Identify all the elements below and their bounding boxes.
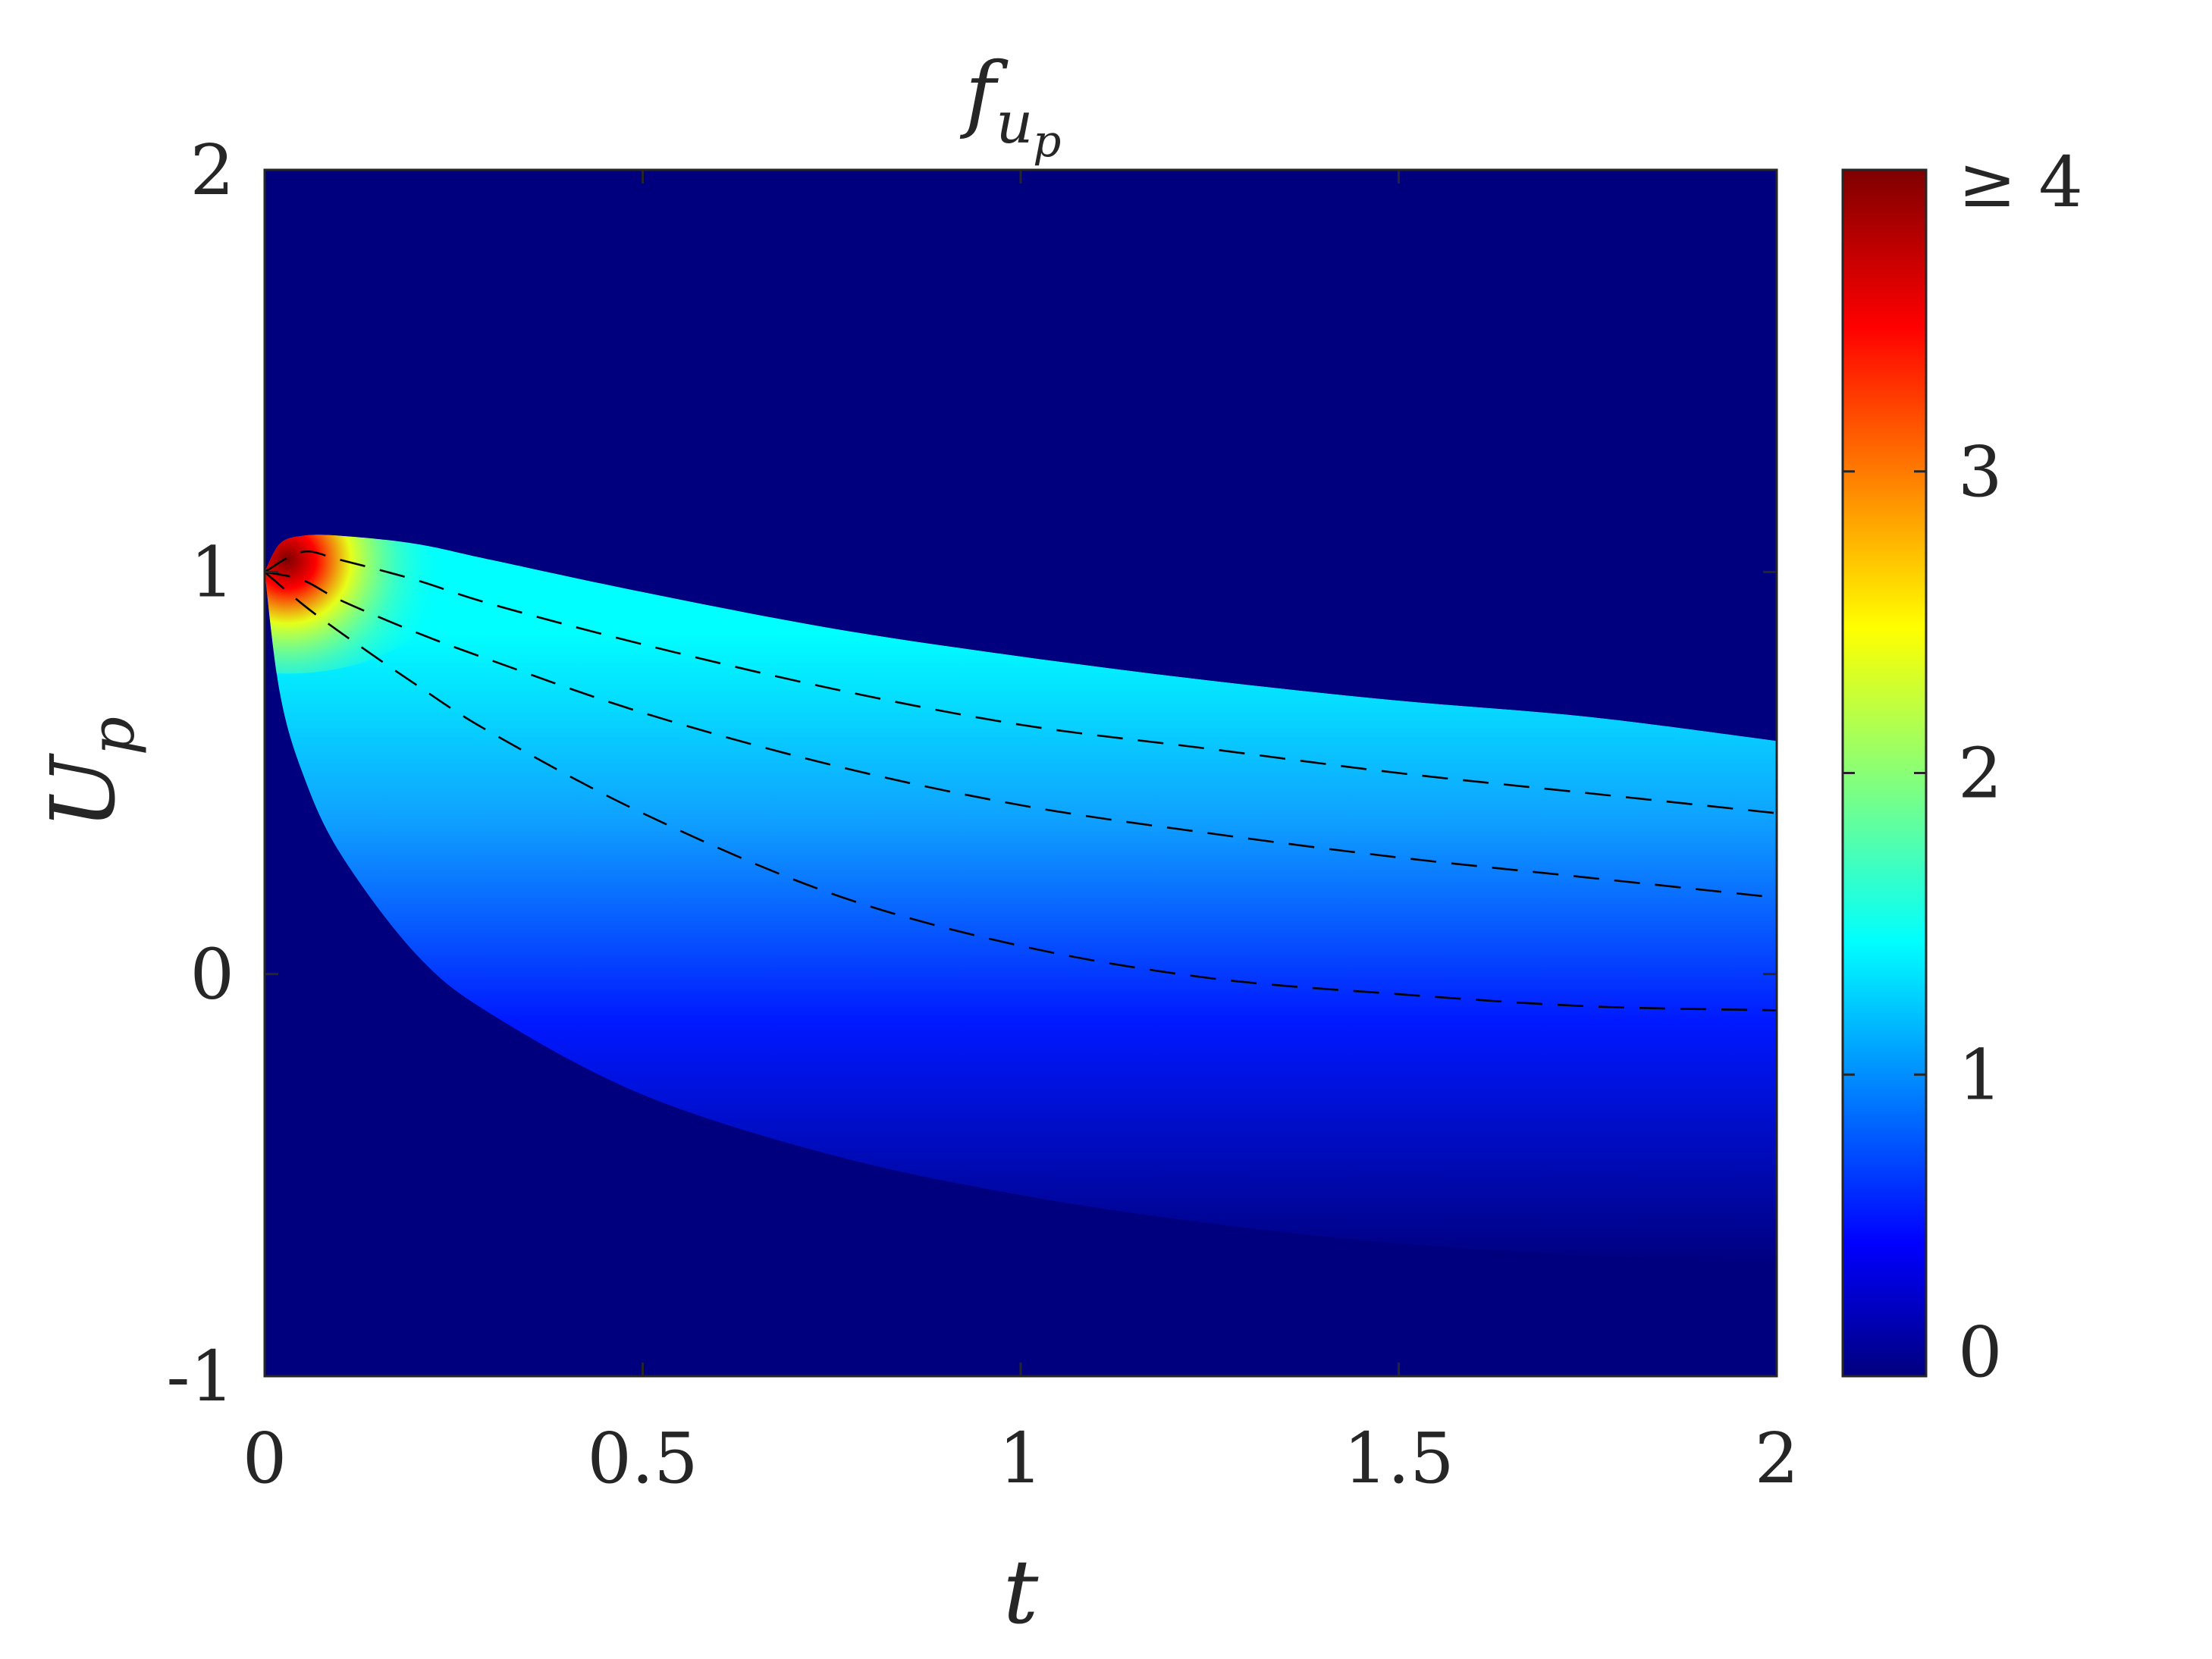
colorbar-fill	[1843, 170, 1926, 1376]
colorbar-tick-label: ≥ 4	[1958, 142, 2083, 223]
colorbar-tick-label: 1	[1958, 1034, 2003, 1115]
y-axis-title-subscript: p	[77, 717, 148, 755]
colorbar: 0 1 2 3 ≥ 4	[1841, 142, 2083, 1393]
y-tick-label: 0	[190, 934, 234, 1015]
colorbar-tick-label: 0	[1958, 1312, 2003, 1393]
colorbar-tick-label: 3	[1958, 431, 2003, 513]
x-tick-label: 1.5	[1343, 1418, 1454, 1499]
density-peak	[265, 535, 462, 674]
x-tick-label: 0	[243, 1418, 287, 1499]
chart-title: fup	[960, 44, 1062, 167]
y-tick-label: 2	[190, 130, 234, 211]
chart-title-subsubscript: p	[1033, 115, 1061, 167]
density-band	[265, 535, 1777, 1264]
x-tick-label: 0.5	[587, 1418, 698, 1499]
y-tick-label: 1	[190, 532, 234, 613]
dashed-lines	[265, 550, 1777, 1011]
x-ticks: 0 0.5 1 1.5 2	[243, 170, 1799, 1499]
y-ticks: -1 0 1 2	[166, 130, 1777, 1417]
x-axis-title: t	[1003, 1541, 1039, 1644]
y-axis-title-main: U	[33, 753, 135, 830]
colorbar-ticks: 0 1 2 3 ≥ 4	[1843, 142, 2083, 1393]
dashed-line-2	[265, 571, 1777, 899]
colorbar-tick-label: 2	[1958, 733, 2003, 814]
y-tick-label: -1	[166, 1336, 234, 1417]
chart-title-subscript: u	[996, 89, 1033, 156]
dashed-line-3	[265, 571, 1777, 1011]
x-tick-label: 1	[999, 1418, 1043, 1499]
dashed-line-1	[265, 550, 1777, 814]
x-tick-label: 2	[1755, 1418, 1799, 1499]
y-axis-title: Up	[33, 717, 148, 830]
